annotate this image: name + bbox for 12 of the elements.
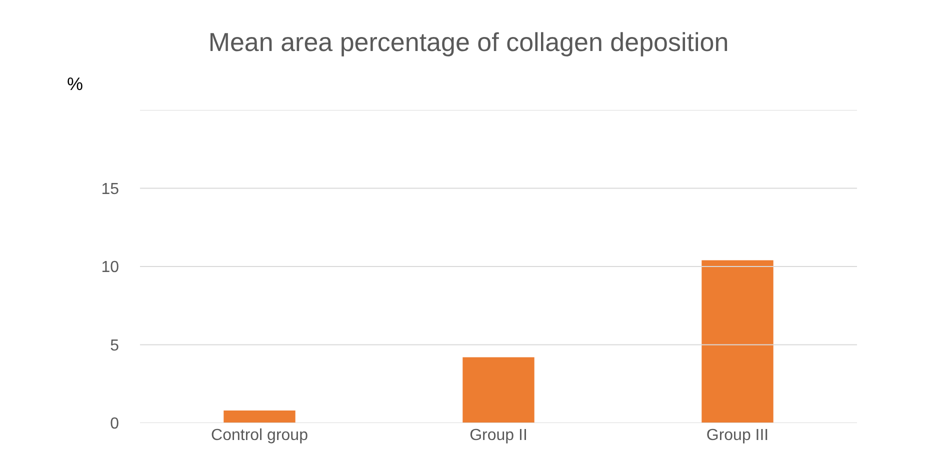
x-tick-label: Group III [706,427,769,444]
y-tick-label: 15 [101,180,120,198]
y-axis-title: % [67,74,84,94]
bar [702,260,774,423]
bar [224,410,296,423]
bar [462,357,534,423]
y-tick-label: 0 [110,416,120,433]
y-tick-label: 10 [101,259,120,276]
x-tick-label: Group II [470,427,528,444]
x-tick-label: Control group [211,427,308,444]
y-tick-label: 5 [110,337,120,354]
chart-title: Mean area percentage of collagen deposition [208,26,729,57]
